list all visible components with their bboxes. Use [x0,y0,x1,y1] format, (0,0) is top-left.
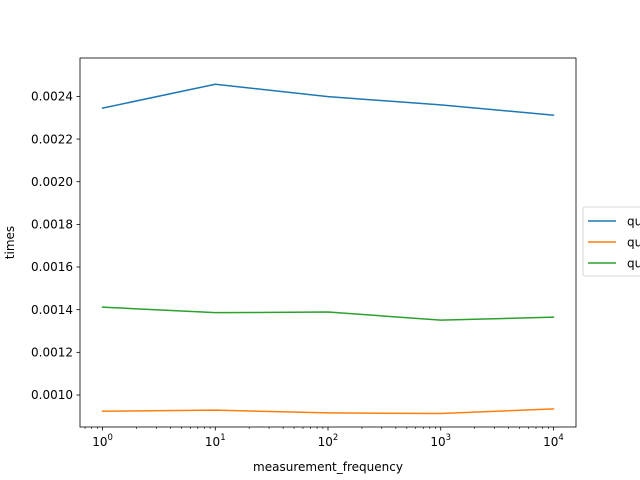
legend: qu qu qu [582,206,640,277]
series-line-1 [101,83,555,116]
y-axis-label: times [3,226,17,259]
y-axis-ticks: 0.0010 0.0012 0.0014 0.0016 0.0018 0.0020 0.00… [31,90,80,402]
legend-label: qu [627,215,640,229]
x-axis-ticks: 100 101 102 103 104 [84,427,564,449]
x-tick-label: 101 [205,433,226,449]
legend-label: qu [627,236,640,250]
x-tick-label: 102 [318,433,339,449]
legend-label: qu [627,257,640,271]
series-line-2 [101,408,555,415]
x-tick-label: 100 [92,433,113,449]
x-tick-label: 104 [543,433,564,449]
y-tick-label: 0.0022 [31,132,73,146]
y-tick-label: 0.0014 [31,303,73,317]
series-line-3 [101,306,555,321]
series-lines [101,83,555,415]
y-tick-label: 0.0012 [31,346,73,360]
x-tick-label: 103 [430,433,451,449]
y-tick-label: 0.0020 [31,175,73,189]
x-axis-label: measurement_frequency [253,460,403,474]
y-tick-label: 0.0024 [31,90,73,104]
y-tick-label: 0.0010 [31,388,73,402]
y-tick-label: 0.0016 [31,260,73,274]
y-tick-label: 0.0018 [31,218,73,232]
